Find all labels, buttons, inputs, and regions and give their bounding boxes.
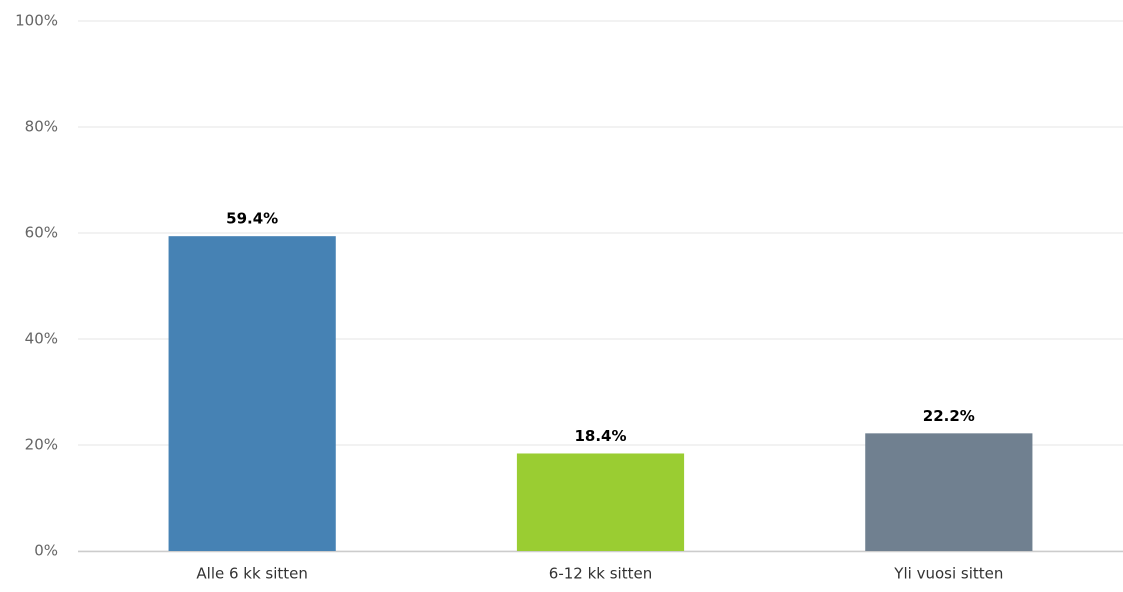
bar	[516, 453, 685, 551]
y-tick-label: 20%	[25, 436, 58, 454]
y-tick-label: 40%	[25, 330, 58, 348]
value-label: 22.2%	[923, 407, 975, 425]
bar	[865, 433, 1033, 551]
value-label: 18.4%	[574, 427, 626, 445]
value-label: 59.4%	[226, 210, 278, 228]
x-tick-label: Alle 6 kk sitten	[196, 565, 308, 583]
y-tick-label: 100%	[15, 12, 58, 30]
x-tick-label: 6-12 kk sitten	[549, 565, 652, 583]
y-tick-label: 0%	[34, 542, 58, 560]
bar	[168, 236, 336, 551]
y-tick-label: 80%	[25, 118, 58, 136]
x-tick-label: Yli vuosi sitten	[893, 565, 1003, 583]
y-tick-label: 60%	[25, 224, 58, 242]
